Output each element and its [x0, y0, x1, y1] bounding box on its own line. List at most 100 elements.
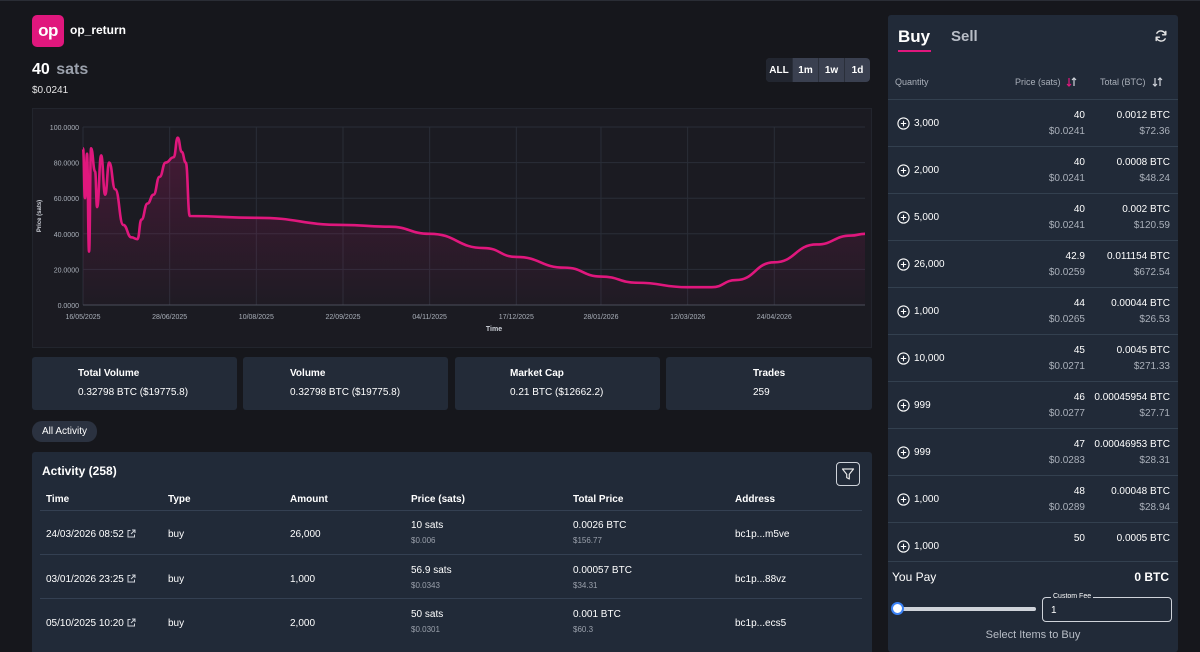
- order-price-usd: $0.0289: [1048, 502, 1085, 513]
- row-time[interactable]: 03/01/2026 23:25: [46, 574, 136, 585]
- order-qty[interactable]: 999: [897, 399, 931, 412]
- col-total-label: Total (BTC): [1100, 77, 1146, 87]
- row-amount: 26,000: [290, 529, 321, 540]
- order-row[interactable]: 1,000 48 $0.0289 0.00048 BTC $28.94: [888, 476, 1178, 523]
- time-text: 03/01/2026 23:25: [46, 574, 124, 585]
- order-total-usd: $120.59: [1133, 220, 1170, 231]
- brand[interactable]: op op_return: [32, 15, 126, 47]
- order-total-usd: $28.31: [1139, 455, 1170, 466]
- row-time[interactable]: 05/10/2025 10:20: [46, 618, 136, 629]
- fee-slider-track[interactable]: [896, 607, 1036, 611]
- order-qty-value: 26,000: [914, 259, 945, 270]
- series-area: [83, 137, 865, 305]
- table-row[interactable]: 24/03/2026 08:52 buy 26,000 10 sats $0.0…: [40, 510, 862, 554]
- y-tick-label: 20.0000: [54, 267, 79, 274]
- add-circle-icon[interactable]: [897, 493, 910, 506]
- order-qty-value: 5,000: [914, 212, 940, 223]
- order-row[interactable]: 26,000 42.9 $0.0259 0.011154 BTC $672.54: [888, 241, 1178, 288]
- row-total-usd: $60.3: [573, 625, 594, 634]
- tab-buy-underline: [898, 50, 931, 52]
- order-price: 40: [1073, 157, 1085, 168]
- add-circle-icon[interactable]: [897, 117, 910, 130]
- row-price: 56.9 sats: [411, 565, 452, 576]
- order-price: 44: [1073, 298, 1085, 309]
- filter-icon: [841, 468, 855, 480]
- order-row[interactable]: 1,000 50 0.0005 BTC: [888, 523, 1178, 560]
- range-tab-1w[interactable]: 1w: [818, 58, 844, 82]
- order-qty[interactable]: 999: [897, 446, 931, 459]
- order-qty[interactable]: 10,000: [897, 352, 945, 365]
- order-row[interactable]: 5,000 40 $0.0241 0.002 BTC $120.59: [888, 194, 1178, 241]
- fee-slider-thumb[interactable]: [891, 602, 904, 615]
- range-tabs: ALL 1m 1w 1d: [766, 58, 870, 82]
- add-circle-icon[interactable]: [897, 211, 910, 224]
- price-unit: sats: [56, 61, 89, 78]
- order-total: 0.00044 BTC: [1111, 298, 1170, 309]
- add-circle-icon[interactable]: [897, 305, 910, 318]
- row-price-usd: $0.0301: [411, 625, 440, 634]
- price-chart: 0.0000 20.0000 40.0000 60.0000 80.0000 100.00…: [32, 108, 872, 348]
- x-axis-label: Time: [486, 326, 502, 333]
- add-circle-icon[interactable]: [897, 399, 910, 412]
- table-row[interactable]: 05/10/2025 10:20 buy 2,000 50 sats $0.03…: [40, 598, 862, 642]
- row-type: buy: [168, 574, 185, 585]
- range-tab-1m[interactable]: 1m: [792, 58, 818, 82]
- order-price: 40: [1073, 110, 1085, 121]
- order-qty[interactable]: 26,000: [897, 258, 945, 271]
- col-total-sort[interactable]: Total (BTC): [1100, 77, 1163, 87]
- add-circle-icon[interactable]: [897, 164, 910, 177]
- row-time[interactable]: 24/03/2026 08:52: [46, 529, 136, 540]
- tab-buy[interactable]: Buy: [898, 27, 931, 46]
- order-qty[interactable]: 3,000: [897, 117, 939, 130]
- order-price: 42.9: [1065, 251, 1085, 262]
- custom-fee-input[interactable]: Custom Fee 1: [1042, 593, 1172, 622]
- order-price-usd: $0.0259: [1048, 267, 1085, 278]
- row-amount: 1,000: [290, 574, 316, 585]
- order-row[interactable]: 999 46 $0.0277 0.00045954 BTC $27.71: [888, 382, 1178, 429]
- stat-value: 259: [753, 387, 770, 398]
- order-qty[interactable]: 1,000: [897, 305, 939, 318]
- row-price-usd: $0.0343: [411, 581, 440, 590]
- filter-button[interactable]: [836, 462, 860, 486]
- order-qty-value: 10,000: [914, 353, 945, 364]
- row-address[interactable]: bc1p...m5ve: [735, 529, 790, 540]
- range-tab-all[interactable]: ALL: [766, 58, 792, 82]
- row-address[interactable]: bc1p...88vz: [735, 574, 787, 585]
- add-circle-icon[interactable]: [897, 540, 910, 553]
- you-pay-label: You Pay: [892, 570, 937, 584]
- refresh-button[interactable]: [1154, 29, 1168, 48]
- x-tick-label: 28/01/2026: [583, 314, 618, 321]
- add-circle-icon[interactable]: [897, 446, 910, 459]
- order-row[interactable]: 999 47 $0.0283 0.00046953 BTC $28.31: [888, 429, 1178, 476]
- order-row[interactable]: 2,000 40 $0.0241 0.0008 BTC $48.24: [888, 147, 1178, 194]
- range-tab-1d[interactable]: 1d: [844, 58, 870, 82]
- time-text: 05/10/2025 10:20: [46, 618, 124, 629]
- series-line: [81, 136, 866, 289]
- order-row[interactable]: 1,000 44 $0.0265 0.00044 BTC $26.53: [888, 288, 1178, 335]
- order-row[interactable]: 10,000 45 $0.0271 0.0045 BTC $271.33: [888, 335, 1178, 382]
- table-row[interactable]: 03/01/2026 23:25 buy 1,000 56.9 sats $0.…: [40, 554, 862, 598]
- orderbook-list: 3,000 40 $0.0241 0.0012 BTC $72.36 2,000 40 $0.…: [888, 100, 1178, 560]
- add-circle-icon[interactable]: [897, 352, 910, 365]
- order-qty[interactable]: 1,000: [897, 540, 939, 553]
- col-price-sort[interactable]: Price (sats): [1015, 77, 1077, 87]
- order-qty[interactable]: 1,000: [897, 493, 939, 506]
- all-activity-button[interactable]: All Activity: [32, 421, 98, 442]
- order-price: 47: [1073, 439, 1085, 450]
- y-axis-label: Price (sats): [37, 200, 43, 232]
- row-amount: 2,000: [290, 618, 316, 629]
- external-link-icon[interactable]: [127, 529, 136, 538]
- stat-value: 0.21 BTC ($12662.2): [510, 387, 604, 398]
- order-total: 0.0005 BTC: [1116, 533, 1170, 544]
- sort-icon: [1152, 77, 1163, 87]
- add-circle-icon[interactable]: [897, 258, 910, 271]
- tab-sell[interactable]: Sell: [951, 28, 978, 45]
- external-link-icon[interactable]: [127, 574, 136, 583]
- order-row[interactable]: 3,000 40 $0.0241 0.0012 BTC $72.36: [888, 100, 1178, 147]
- external-link-icon[interactable]: [127, 618, 136, 627]
- row-price-usd: $0.006: [411, 536, 436, 545]
- order-qty[interactable]: 5,000: [897, 211, 939, 224]
- activity-title: Activity (258): [42, 464, 117, 478]
- row-address[interactable]: bc1p...ecs5: [735, 618, 787, 629]
- order-qty[interactable]: 2,000: [897, 164, 939, 177]
